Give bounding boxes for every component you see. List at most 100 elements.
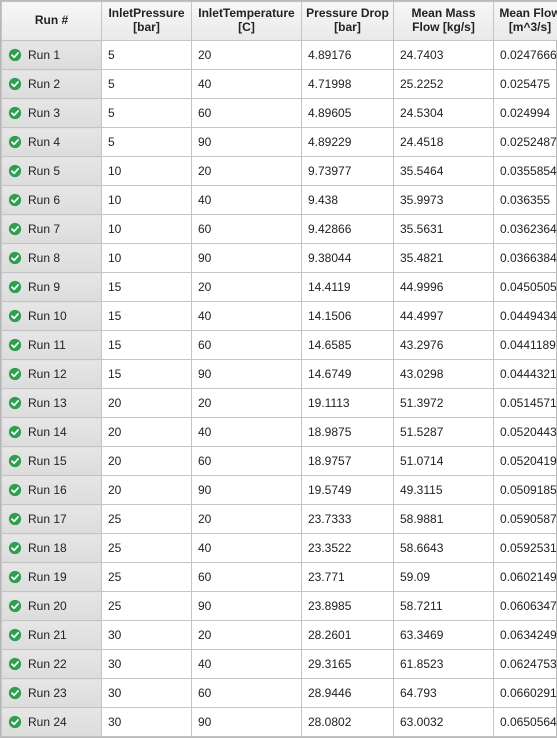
cell-mean-flow[interactable]: 0.0592531 [494,534,557,563]
cell-inlet-pressure[interactable]: 5 [102,99,192,128]
run-cell[interactable]: Run 16 [2,476,102,505]
cell-mean-flow[interactable]: 0.0634249 [494,621,557,650]
run-cell[interactable]: Run 1 [2,41,102,70]
run-cell[interactable]: Run 7 [2,215,102,244]
cell-mean-mass-flow[interactable]: 44.4997 [394,302,494,331]
cell-inlet-pressure[interactable]: 10 [102,244,192,273]
table-row[interactable]: Run 510209.7397735.54640.0355854 [2,157,557,186]
cell-pressure-drop[interactable]: 9.38044 [302,244,394,273]
cell-inlet-pressure[interactable]: 30 [102,708,192,737]
cell-mean-mass-flow[interactable]: 35.4821 [394,244,494,273]
run-cell[interactable]: Run 18 [2,534,102,563]
cell-inlet-pressure[interactable]: 30 [102,621,192,650]
cell-pressure-drop[interactable]: 18.9875 [302,418,394,447]
cell-inlet-pressure[interactable]: 20 [102,418,192,447]
cell-inlet-pressure[interactable]: 20 [102,389,192,418]
cell-mean-mass-flow[interactable]: 24.5304 [394,99,494,128]
cell-inlet-temp[interactable]: 90 [192,592,302,621]
cell-mean-mass-flow[interactable]: 51.0714 [394,447,494,476]
cell-mean-mass-flow[interactable]: 43.2976 [394,331,494,360]
cell-mean-mass-flow[interactable]: 61.8523 [394,650,494,679]
table-row[interactable]: Run 10154014.150644.49970.0449434 [2,302,557,331]
cell-pressure-drop[interactable]: 14.6749 [302,360,394,389]
cell-mean-mass-flow[interactable]: 58.9881 [394,505,494,534]
run-cell[interactable]: Run 4 [2,128,102,157]
cell-mean-flow[interactable]: 0.0509185 [494,476,557,505]
cell-mean-mass-flow[interactable]: 44.9996 [394,273,494,302]
cell-mean-flow[interactable]: 0.036355 [494,186,557,215]
cell-mean-flow[interactable]: 0.0660291 [494,679,557,708]
table-row[interactable]: Run 25404.7199825.22520.025475 [2,70,557,99]
cell-inlet-pressure[interactable]: 20 [102,447,192,476]
cell-mean-mass-flow[interactable]: 25.2252 [394,70,494,99]
cell-mean-flow[interactable]: 0.0590587 [494,505,557,534]
cell-mean-mass-flow[interactable]: 43.0298 [394,360,494,389]
cell-mean-mass-flow[interactable]: 49.3115 [394,476,494,505]
cell-inlet-temp[interactable]: 40 [192,302,302,331]
cell-mean-mass-flow[interactable]: 63.0032 [394,708,494,737]
col-header-inlet-temp[interactable]: InletTemperature [C] [192,2,302,41]
cell-pressure-drop[interactable]: 23.3522 [302,534,394,563]
cell-mean-flow[interactable]: 0.0355854 [494,157,557,186]
cell-inlet-temp[interactable]: 40 [192,186,302,215]
table-row[interactable]: Run 22304029.316561.85230.0624753 [2,650,557,679]
cell-inlet-pressure[interactable]: 5 [102,41,192,70]
table-row[interactable]: Run 15204.8917624.74030.0247666 [2,41,557,70]
cell-inlet-pressure[interactable]: 10 [102,186,192,215]
run-cell[interactable]: Run 2 [2,70,102,99]
table-row[interactable]: Run 9152014.411944.99960.0450505 [2,273,557,302]
cell-inlet-pressure[interactable]: 25 [102,534,192,563]
run-cell[interactable]: Run 22 [2,650,102,679]
cell-inlet-temp[interactable]: 20 [192,273,302,302]
cell-pressure-drop[interactable]: 9.42866 [302,215,394,244]
cell-pressure-drop[interactable]: 9.73977 [302,157,394,186]
cell-mean-flow[interactable]: 0.025475 [494,70,557,99]
run-cell[interactable]: Run 3 [2,99,102,128]
table-row[interactable]: Run 13202019.111351.39720.0514571 [2,389,557,418]
cell-inlet-pressure[interactable]: 25 [102,505,192,534]
table-row[interactable]: Run 16209019.574949.31150.0509185 [2,476,557,505]
table-row[interactable]: Run 11156014.658543.29760.0441189 [2,331,557,360]
table-row[interactable]: Run 14204018.987551.52870.0520443 [2,418,557,447]
table-row[interactable]: Run 23306028.944664.7930.0660291 [2,679,557,708]
table-row[interactable]: Run 810909.3804435.48210.0366384 [2,244,557,273]
cell-inlet-pressure[interactable]: 5 [102,128,192,157]
cell-mean-flow[interactable]: 0.0247666 [494,41,557,70]
cell-inlet-pressure[interactable]: 10 [102,157,192,186]
cell-mean-flow[interactable]: 0.0624753 [494,650,557,679]
cell-inlet-temp[interactable]: 20 [192,157,302,186]
cell-mean-mass-flow[interactable]: 58.7211 [394,592,494,621]
cell-mean-flow[interactable]: 0.0650564 [494,708,557,737]
cell-pressure-drop[interactable]: 14.6585 [302,331,394,360]
table-row[interactable]: Run 35604.8960524.53040.024994 [2,99,557,128]
col-header-mean-flow[interactable]: Mean Flow [m^3/s] [494,2,557,41]
cell-inlet-temp[interactable]: 60 [192,215,302,244]
run-cell[interactable]: Run 8 [2,244,102,273]
run-cell[interactable]: Run 6 [2,186,102,215]
cell-mean-flow[interactable]: 0.0366384 [494,244,557,273]
cell-inlet-temp[interactable]: 40 [192,650,302,679]
run-cell[interactable]: Run 9 [2,273,102,302]
col-header-run[interactable]: Run # [2,2,102,41]
cell-pressure-drop[interactable]: 28.0802 [302,708,394,737]
cell-inlet-temp[interactable]: 90 [192,244,302,273]
cell-inlet-pressure[interactable]: 30 [102,650,192,679]
cell-inlet-pressure[interactable]: 15 [102,302,192,331]
cell-mean-mass-flow[interactable]: 51.3972 [394,389,494,418]
cell-inlet-pressure[interactable]: 10 [102,215,192,244]
cell-inlet-temp[interactable]: 60 [192,679,302,708]
cell-inlet-pressure[interactable]: 15 [102,360,192,389]
run-cell[interactable]: Run 17 [2,505,102,534]
table-row[interactable]: Run 15206018.975751.07140.0520419 [2,447,557,476]
cell-inlet-temp[interactable]: 90 [192,708,302,737]
cell-pressure-drop[interactable]: 19.1113 [302,389,394,418]
cell-pressure-drop[interactable]: 23.771 [302,563,394,592]
cell-inlet-temp[interactable]: 60 [192,563,302,592]
run-cell[interactable]: Run 14 [2,418,102,447]
table-row[interactable]: Run 19256023.77159.090.0602149 [2,563,557,592]
cell-pressure-drop[interactable]: 4.71998 [302,70,394,99]
cell-pressure-drop[interactable]: 14.4119 [302,273,394,302]
cell-pressure-drop[interactable]: 19.5749 [302,476,394,505]
run-cell[interactable]: Run 24 [2,708,102,737]
table-row[interactable]: Run 610409.43835.99730.036355 [2,186,557,215]
